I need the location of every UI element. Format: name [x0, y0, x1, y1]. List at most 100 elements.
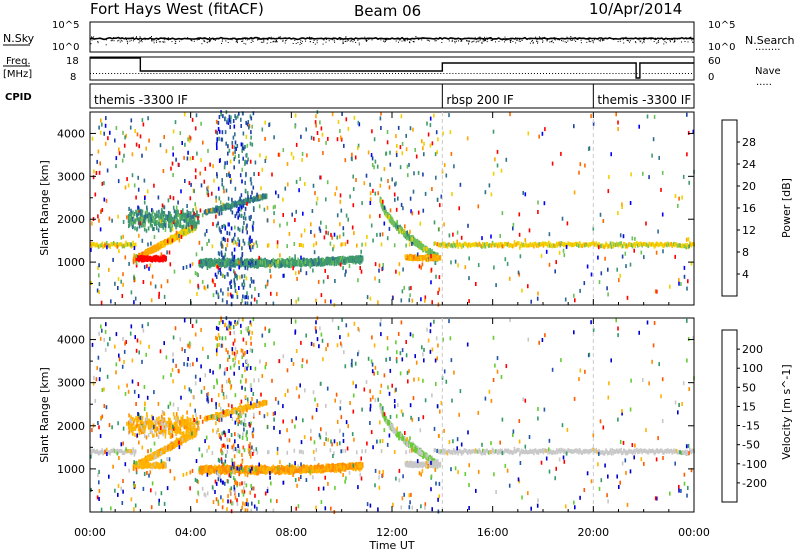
power-cell	[175, 210, 177, 215]
nsearch-point	[474, 37, 476, 39]
nsearch-point	[617, 41, 619, 43]
power-cell	[147, 226, 150, 231]
power-cell	[428, 250, 431, 255]
power-cell	[315, 201, 318, 206]
power-cell	[578, 243, 580, 248]
nsearch-point	[571, 40, 573, 41]
power-cell	[452, 241, 455, 246]
nsearch-point	[670, 41, 671, 43]
power-cell	[217, 206, 219, 211]
power-cell	[628, 242, 630, 247]
power-cell	[356, 258, 359, 263]
power-cell	[452, 244, 454, 249]
nsearch-point	[345, 38, 347, 40]
power-cell	[131, 221, 133, 226]
power-cell	[456, 242, 458, 247]
beam-label: Beam 06	[354, 2, 421, 20]
nsearch-point	[203, 37, 205, 39]
power-cell	[463, 241, 466, 246]
power-cell	[232, 151, 234, 156]
nsearch-point	[260, 41, 262, 43]
nsearch-point	[567, 40, 569, 42]
nsearch-point	[380, 39, 382, 41]
nsearch-point	[313, 40, 315, 42]
nsearch-point	[364, 36, 366, 38]
nsearch-point	[455, 40, 457, 42]
power-cell	[655, 242, 658, 247]
nave-point	[231, 73, 233, 74]
nsearch-point	[263, 39, 265, 41]
nsearch-point	[230, 37, 232, 39]
power-cell	[119, 242, 122, 247]
power-cell	[569, 242, 571, 247]
power-cell	[156, 219, 158, 224]
power-cell	[290, 264, 292, 269]
power-cell	[329, 241, 332, 246]
power-cell	[156, 210, 158, 215]
nsearch-point	[539, 37, 541, 38]
power-cell	[429, 257, 431, 262]
nsearch-point	[237, 42, 238, 44]
power-cell	[595, 241, 598, 246]
nsearch-point	[562, 40, 564, 42]
power-cell	[421, 243, 423, 248]
nsearch-point	[439, 37, 441, 39]
power-cell	[239, 201, 241, 206]
power-cell	[177, 213, 179, 217]
nsearch-point	[191, 40, 193, 42]
nave-point	[681, 73, 683, 74]
power-cell	[137, 212, 139, 217]
power-cell	[658, 242, 660, 247]
nsearch-point	[619, 40, 621, 42]
nave-point	[346, 73, 348, 74]
nsearch-point	[167, 39, 169, 41]
power-cell	[267, 243, 270, 248]
power-cell	[217, 294, 220, 299]
nsearch-point	[687, 41, 689, 43]
nsearch-point	[113, 40, 115, 42]
power-cell	[226, 204, 228, 209]
nave-point	[156, 73, 158, 74]
power-cell	[167, 198, 170, 203]
nsearch-point	[643, 41, 645, 43]
power-cell	[286, 260, 289, 265]
nave-point	[201, 73, 203, 74]
power-cell	[458, 242, 460, 247]
power-cell	[244, 263, 246, 268]
power-cell	[493, 243, 495, 248]
nave-point	[675, 73, 677, 74]
nsearch-point	[344, 41, 346, 42]
power-cell	[203, 210, 206, 215]
nsearch-point	[345, 36, 347, 38]
power-cell	[623, 242, 626, 247]
nave-point	[392, 73, 393, 74]
nsearch-point	[377, 39, 379, 40]
power-cell	[101, 122, 103, 127]
power-cell	[98, 243, 101, 248]
power-cell	[127, 242, 129, 247]
nsearch-point	[460, 38, 462, 40]
nave-point	[600, 73, 602, 74]
nave-point	[552, 73, 554, 74]
power-cell	[461, 243, 464, 248]
power-cell	[205, 209, 207, 214]
power-cell	[572, 243, 575, 248]
power-cell	[585, 242, 587, 247]
nsearch-point	[241, 40, 243, 42]
power-cell	[182, 231, 185, 236]
nsearch-point	[558, 38, 559, 39]
nave-point	[691, 73, 692, 74]
nsearch-point	[565, 41, 567, 43]
date-label: 10/Apr/2014	[589, 0, 682, 18]
power-cell	[162, 257, 165, 262]
nsearch-point	[121, 37, 123, 39]
power-cell	[205, 261, 208, 266]
nsearch-point	[519, 38, 520, 40]
nave-point	[428, 73, 430, 74]
power-cell	[501, 242, 503, 247]
nsearch-point	[126, 39, 127, 40]
power-cell	[662, 244, 665, 249]
power-cell	[138, 224, 141, 229]
power-cell	[627, 243, 629, 248]
nsearch-point	[586, 41, 588, 43]
